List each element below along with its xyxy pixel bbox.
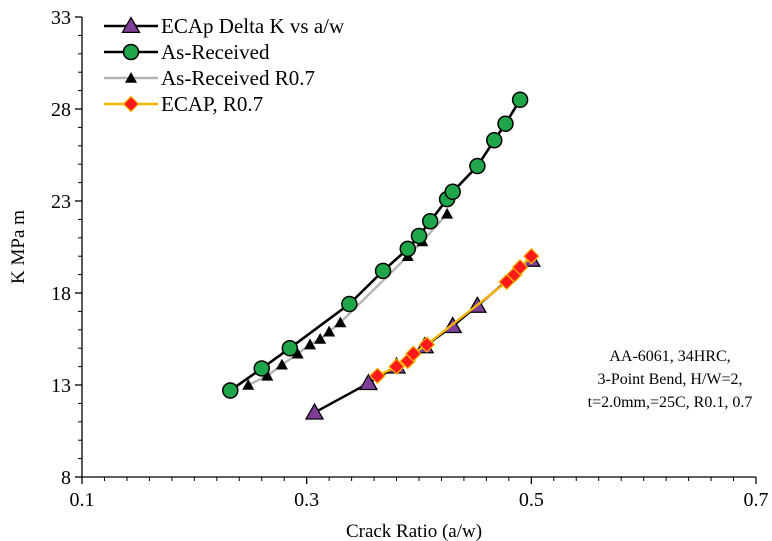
x-tick-label: 0.7 <box>744 489 769 511</box>
data-point <box>399 240 417 258</box>
legend-label: ECAp Delta K vs a/w <box>161 14 345 38</box>
legend-marker <box>121 16 141 34</box>
data-point <box>441 207 454 219</box>
x-tick-label: 0.3 <box>294 489 319 511</box>
series-3 <box>369 247 540 385</box>
series-line <box>313 258 533 414</box>
data-point <box>358 373 379 391</box>
y-tick-label: 23 <box>51 191 71 213</box>
annotation: AA-6061, 34HRC, 3-Point Bend, H/W=2, t=2.0… <box>588 348 753 411</box>
x-axis-title: Crack Ratio (a/w) <box>346 521 482 541</box>
data-point <box>497 115 514 132</box>
data-point <box>291 347 304 359</box>
legend-item: As-Received <box>104 40 270 64</box>
legend-marker <box>122 43 140 61</box>
legend-marker <box>122 95 140 113</box>
y-axis-title: K MPa m <box>8 210 29 284</box>
data-point <box>421 212 439 230</box>
data-point <box>469 157 486 175</box>
data-point <box>511 91 529 109</box>
data-point <box>418 336 436 353</box>
series-1 <box>222 91 529 399</box>
data-point <box>374 262 392 280</box>
data-point <box>369 367 386 385</box>
annotation-line: AA-6061, 34HRC, <box>609 348 730 365</box>
x-tick-label: 0.5 <box>519 489 544 511</box>
y-tick-label: 28 <box>51 99 71 121</box>
legend: ECAp Delta K vs a/wAs-ReceivedAs-Receive… <box>104 14 345 116</box>
data-point <box>334 316 347 328</box>
y-tick-label: 13 <box>51 375 71 397</box>
data-point <box>405 345 422 363</box>
x-tick-label: 0.1 <box>70 489 95 511</box>
y-tick-label: 33 <box>51 7 71 29</box>
data-point <box>222 382 239 399</box>
legend-item: ECAp Delta K vs a/w <box>104 14 345 38</box>
y-tick-label: 8 <box>61 467 71 489</box>
data-point <box>253 360 270 377</box>
axes: 8 13 18 23 28 33 0.1 0.3 0.5 0.7 Crack Ratio (a/w)… <box>8 7 769 541</box>
data-point <box>304 402 325 420</box>
legend-item: ECAP, R0.7 <box>104 92 263 116</box>
series-line <box>229 99 522 392</box>
data-point <box>341 295 358 313</box>
data-point <box>522 247 540 265</box>
legend-label: As-Received <box>161 40 270 64</box>
annotation-line: t=2.0mm,=25C, R0.1, 0.7 <box>588 394 753 411</box>
data-point <box>410 227 428 245</box>
data-point <box>388 358 405 375</box>
data-point <box>444 183 461 201</box>
data-point <box>323 325 336 337</box>
data-point <box>242 379 255 390</box>
y-tick-label: 18 <box>51 283 71 305</box>
data-point <box>281 339 299 357</box>
legend-label: As-Received R0.7 <box>161 66 315 90</box>
data-point <box>275 358 288 370</box>
data-point <box>314 333 327 344</box>
legend-marker <box>125 72 137 83</box>
annotation-line: 3-Point Bend, H/W=2, <box>597 371 742 388</box>
data-point <box>261 369 274 381</box>
legend-label: ECAP, R0.7 <box>161 92 263 116</box>
data-point <box>486 132 503 149</box>
data-point <box>511 258 529 276</box>
legend-item: As-Received R0.7 <box>104 66 315 90</box>
data-point <box>304 338 317 350</box>
series-layer <box>222 91 541 420</box>
